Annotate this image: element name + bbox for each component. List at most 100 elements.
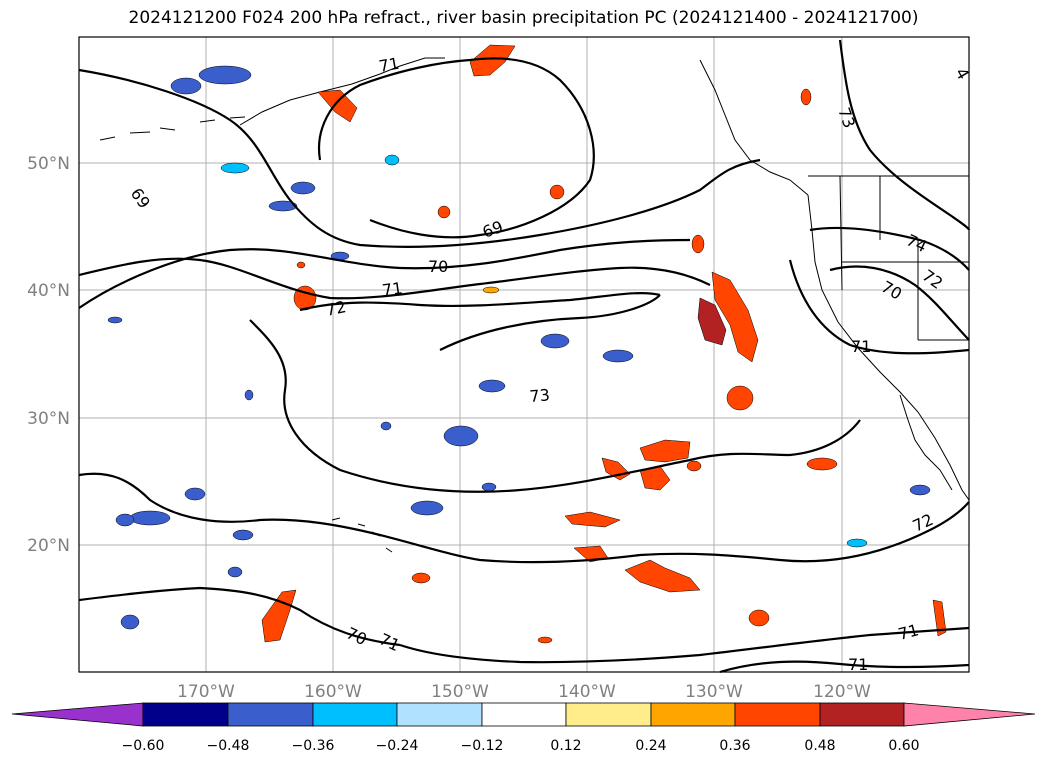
colorbar-tick: 0.48: [804, 738, 835, 754]
colorbar-tick: 0.60: [888, 738, 919, 754]
neg-patch: [227, 566, 243, 578]
neg-patch: [120, 614, 140, 630]
contour-71-bottom: [719, 660, 970, 674]
colorbar-extend-low: [11, 702, 144, 727]
baja-coast: [899, 394, 953, 491]
contour-label: 70: [428, 257, 448, 276]
neg-patch: [602, 349, 634, 363]
neg-patch: [410, 500, 444, 516]
neg-patch: [290, 181, 316, 195]
pos-patch: [261, 589, 297, 643]
pos-patch: [624, 559, 701, 593]
contour-71-east: [788, 259, 970, 355]
neg-patch: [198, 65, 252, 85]
positive-precip-patches: [261, 44, 947, 644]
contour-label: 71: [851, 337, 871, 356]
neg-patch: [443, 425, 479, 447]
neg-patch: [909, 484, 931, 496]
lat-labels: 50°N 40°N 30°N 20°N: [27, 154, 70, 556]
contour-72: [299, 292, 661, 312]
pos-patch: [686, 460, 702, 472]
neg-patch: [380, 421, 392, 431]
contour-71-north: [78, 68, 761, 249]
pos-patch: [691, 234, 705, 254]
pos-patch: [469, 44, 516, 77]
neg-patch: [232, 529, 254, 541]
contour-label: 71: [381, 278, 404, 300]
contour-72-south: [78, 472, 970, 564]
colorbar-bin: [734, 702, 821, 727]
colorbar-tick: −0.48: [207, 738, 250, 754]
map-border: [78, 36, 970, 673]
contour-69: [317, 57, 595, 239]
contour-label: 71: [377, 54, 400, 76]
colorbar-bin: [142, 702, 229, 727]
colorbar-tick: −0.24: [376, 738, 419, 754]
colorbar-tick: −0.60: [122, 738, 165, 754]
pos-patch: [697, 297, 727, 346]
colorbar-bin: [396, 702, 483, 727]
graticule: [79, 37, 969, 672]
pos-patch: [549, 184, 565, 200]
contour-label: 73: [529, 385, 551, 406]
neg-patch: [184, 487, 206, 501]
lat-label: 30°N: [27, 409, 70, 429]
alaska-coast: [239, 57, 445, 126]
refractivity-contours: [78, 39, 971, 674]
lon-label: 140°W: [558, 682, 616, 702]
neg-patch: [268, 200, 298, 212]
colorbar-tick: −0.36: [292, 738, 335, 754]
contour-label: 71: [848, 655, 868, 674]
neg-patch: [846, 538, 868, 548]
pos-patch: [800, 88, 812, 106]
colorbar-bin: [565, 702, 652, 727]
colorbar: [11, 702, 1036, 727]
neg-patch: [540, 333, 570, 349]
neg-patch: [220, 162, 250, 174]
lat-label: 40°N: [27, 281, 70, 301]
contour-label: 72: [324, 297, 348, 320]
neg-patch: [244, 389, 254, 401]
lat-label: 20°N: [27, 536, 70, 556]
negative-precip-patches: [107, 65, 931, 630]
pos-patch: [437, 205, 451, 219]
lon-label: 130°W: [685, 682, 743, 702]
pos-patch: [537, 636, 553, 644]
lon-labels: 170°W 160°W 150°W 140°W 130°W 120°W: [177, 682, 871, 702]
colorbar-bin: [650, 702, 736, 727]
contour-73: [249, 319, 861, 493]
lon-label: 150°W: [431, 682, 489, 702]
coastlines: [99, 57, 970, 553]
us-west-coast: [807, 194, 970, 501]
contour-74: [809, 226, 970, 271]
lat-label: 50°N: [27, 154, 70, 174]
lon-label: 120°W: [813, 682, 871, 702]
colorbar-bin: [312, 702, 398, 727]
contour-73-east: [838, 39, 971, 231]
pos-patch: [711, 271, 759, 363]
pos-patch: [296, 261, 306, 269]
pos-patch: [639, 439, 691, 463]
map-area: [79, 37, 969, 672]
colorbar-tick: −0.12: [461, 738, 504, 754]
colorbar-tick: 0.36: [719, 738, 750, 754]
neg-patch: [481, 482, 497, 492]
neg-patch: [478, 379, 506, 393]
colorbar-bin: [819, 702, 905, 727]
colorbar-tick: 0.12: [550, 738, 581, 754]
contour-71-south: [399, 626, 970, 664]
colorbar-tick: 0.24: [635, 738, 666, 754]
bc-coast: [699, 59, 809, 196]
pos-patch: [482, 286, 500, 294]
neg-patch: [384, 154, 400, 166]
colorbar-ticks: −0.60 −0.48 −0.36 −0.24 −0.12 0.12 0.24 …: [122, 738, 920, 754]
hawaiian-islands: [331, 517, 393, 553]
aleutian-islands: [99, 116, 246, 141]
colorbar-bin: [227, 702, 314, 727]
pos-patch: [411, 572, 431, 584]
colorbar-extend-high: [903, 702, 1036, 727]
lon-label: 170°W: [177, 682, 235, 702]
pos-patch: [806, 457, 838, 471]
pos-patch: [748, 609, 770, 627]
